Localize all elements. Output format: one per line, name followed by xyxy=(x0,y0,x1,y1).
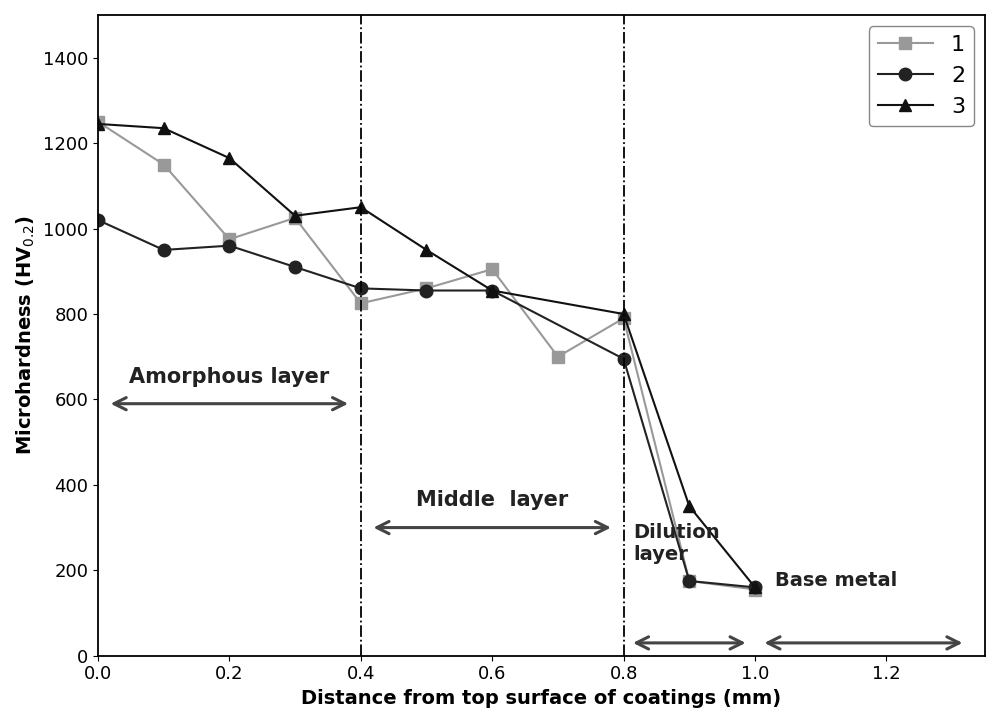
3 xyxy=(486,286,498,295)
X-axis label: Distance from top surface of coatings (mm): Distance from top surface of coatings (m… xyxy=(301,689,782,708)
Text: Dilution
layer: Dilution layer xyxy=(633,523,720,564)
1 xyxy=(618,314,630,322)
3 xyxy=(158,124,170,132)
1 xyxy=(355,299,367,308)
1 xyxy=(92,117,104,126)
1 xyxy=(289,213,301,222)
3 xyxy=(683,502,695,510)
2 xyxy=(683,577,695,586)
Legend: 1, 2, 3: 1, 2, 3 xyxy=(869,26,974,126)
Line: 3: 3 xyxy=(92,118,761,594)
Text: Middle  layer: Middle layer xyxy=(416,490,568,510)
2 xyxy=(618,354,630,363)
1 xyxy=(683,577,695,586)
3 xyxy=(749,583,761,591)
Text: Amorphous layer: Amorphous layer xyxy=(129,367,329,387)
2 xyxy=(749,583,761,591)
Text: Base metal: Base metal xyxy=(775,570,897,589)
3 xyxy=(420,246,432,254)
1 xyxy=(552,352,564,361)
2 xyxy=(223,241,235,250)
1 xyxy=(749,585,761,594)
Line: 2: 2 xyxy=(92,214,761,594)
Line: 1: 1 xyxy=(92,116,761,596)
3 xyxy=(618,309,630,318)
1 xyxy=(420,284,432,293)
2 xyxy=(289,262,301,271)
2 xyxy=(355,284,367,293)
1 xyxy=(158,161,170,169)
2 xyxy=(92,215,104,224)
2 xyxy=(158,246,170,254)
Y-axis label: Microhardness (HV$_{0.2}$): Microhardness (HV$_{0.2}$) xyxy=(15,215,37,455)
2 xyxy=(420,286,432,295)
3 xyxy=(92,119,104,128)
3 xyxy=(289,211,301,220)
3 xyxy=(355,203,367,212)
2 xyxy=(486,286,498,295)
1 xyxy=(223,235,235,244)
1 xyxy=(486,265,498,273)
3 xyxy=(223,154,235,163)
